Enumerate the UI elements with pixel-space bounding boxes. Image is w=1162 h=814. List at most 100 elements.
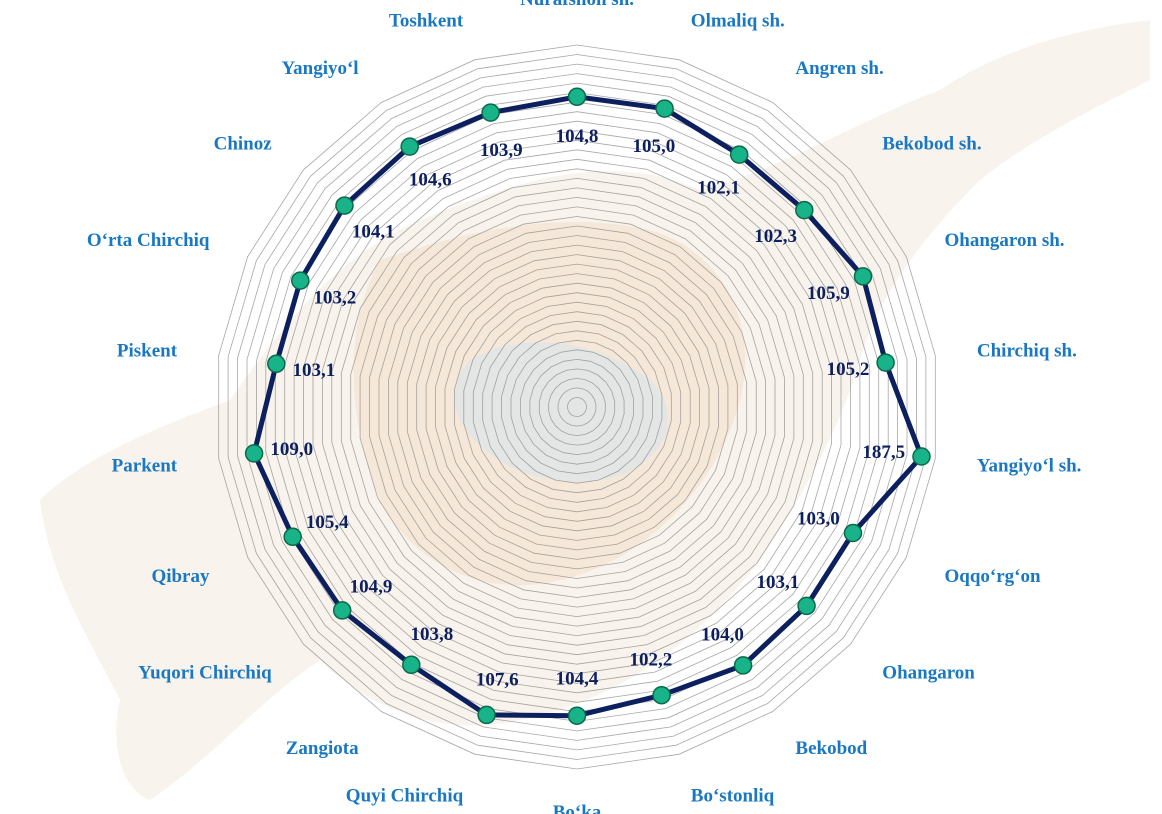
data-point <box>797 596 816 616</box>
category-label: Zangiota <box>286 738 359 759</box>
grid-ring <box>538 368 616 446</box>
data-point <box>402 655 421 675</box>
data-point <box>400 137 419 156</box>
grid-ring <box>246 73 908 741</box>
data-point <box>567 87 587 107</box>
category-label: O‘rta Chirchiq <box>87 230 210 251</box>
value-label: 105,9 <box>807 283 850 304</box>
value-label: 105,4 <box>306 512 349 533</box>
data-point <box>481 103 500 122</box>
category-label: Olmaliq sh. <box>691 10 785 31</box>
grid-ring <box>435 263 719 551</box>
data-point <box>652 685 671 705</box>
category-label: Angren sh. <box>795 58 883 79</box>
grid-ring <box>350 177 804 637</box>
grid-ring <box>529 358 625 456</box>
grid-ring <box>444 273 710 541</box>
category-label: Yangiyo‘l <box>282 58 359 79</box>
category-label: Bekobod <box>795 738 867 759</box>
data-point <box>729 145 749 164</box>
category-label: Bo‘stonliq <box>691 786 775 807</box>
category-label: Qibray <box>151 566 210 587</box>
category-labels: Nurafshon sh. Olmaliq sh. Angren sh. Bekobo… <box>87 0 1082 814</box>
grid-ring <box>501 330 653 484</box>
category-label: Toshkent <box>389 10 464 31</box>
value-label: 105,0 <box>633 136 676 157</box>
value-label: 103,2 <box>314 287 357 308</box>
grid-ring <box>453 282 700 532</box>
data-point <box>291 271 310 290</box>
value-label: 187,5 <box>862 442 905 463</box>
map-background <box>40 20 1150 800</box>
value-label: 104,9 <box>350 577 393 598</box>
data-point <box>283 527 302 547</box>
value-label: 107,6 <box>476 669 519 690</box>
data-point <box>843 523 863 543</box>
radar-grid <box>218 44 936 770</box>
grid-ring <box>293 120 861 694</box>
map-shape-water <box>454 342 669 482</box>
data-point <box>332 601 352 620</box>
grid-ring <box>520 349 634 465</box>
value-label: 104,8 <box>556 126 599 147</box>
value-label: 103,1 <box>757 572 800 593</box>
category-label: Bo‘ka <box>553 802 602 814</box>
grid-ring <box>321 149 832 665</box>
grid-ring <box>510 339 644 475</box>
data-point <box>567 706 587 725</box>
grid-ring <box>237 63 917 751</box>
grid-ring <box>331 158 823 656</box>
grid-ring <box>303 130 851 684</box>
data-point <box>876 353 895 372</box>
grid-ring <box>548 377 606 437</box>
grid-ring <box>472 301 682 513</box>
data-point <box>244 444 264 463</box>
category-label: Piskent <box>117 341 178 362</box>
value-label: 103,8 <box>411 624 454 645</box>
data-point <box>655 99 674 118</box>
grid-ring <box>416 244 738 570</box>
grid-ring <box>284 111 870 703</box>
data-point <box>267 354 286 374</box>
category-label: Parkent <box>112 456 178 477</box>
grid-ring <box>340 168 814 646</box>
value-label: 109,0 <box>270 439 313 460</box>
category-label: Ohangaron sh. <box>945 230 1065 251</box>
value-label: 104,4 <box>556 669 599 690</box>
grid-ring <box>312 139 842 675</box>
value-label: 103,1 <box>293 360 336 381</box>
data-point <box>733 656 753 675</box>
grid-ring <box>227 54 927 760</box>
value-label: 103,9 <box>480 140 523 161</box>
category-label: Yangiyo‘l sh. <box>977 456 1082 477</box>
data-point <box>912 447 931 466</box>
grid-ring <box>425 254 729 560</box>
grid-ring <box>218 44 936 770</box>
grid-ring <box>359 187 795 627</box>
radar-markers <box>244 87 931 725</box>
value-label: 105,2 <box>827 359 870 380</box>
category-label: Nurafshon sh. <box>520 0 634 10</box>
value-label: 104,6 <box>409 170 452 191</box>
grid-ring <box>387 216 766 598</box>
category-label: Ohangaron <box>882 663 975 684</box>
value-label: 102,3 <box>754 226 797 247</box>
category-label: Yuqori Chirchiq <box>138 663 272 684</box>
grid-ring <box>557 387 597 427</box>
grid-ring <box>255 82 898 732</box>
category-label: Chirchiq sh. <box>977 341 1077 362</box>
value-label: 102,1 <box>697 178 740 199</box>
grid-ring <box>378 206 776 608</box>
grid-ring <box>567 397 587 417</box>
grid-ring <box>369 196 785 618</box>
category-label: Chinoz <box>214 133 273 154</box>
category-label: Quyi Chirchiq <box>346 786 464 807</box>
grid-ring <box>397 225 757 589</box>
grid-ring <box>482 311 672 503</box>
category-label: Oqqo‘rg‘on <box>945 566 1042 587</box>
value-label: 104,1 <box>352 222 395 243</box>
data-point <box>853 267 873 286</box>
data-point <box>795 200 814 220</box>
